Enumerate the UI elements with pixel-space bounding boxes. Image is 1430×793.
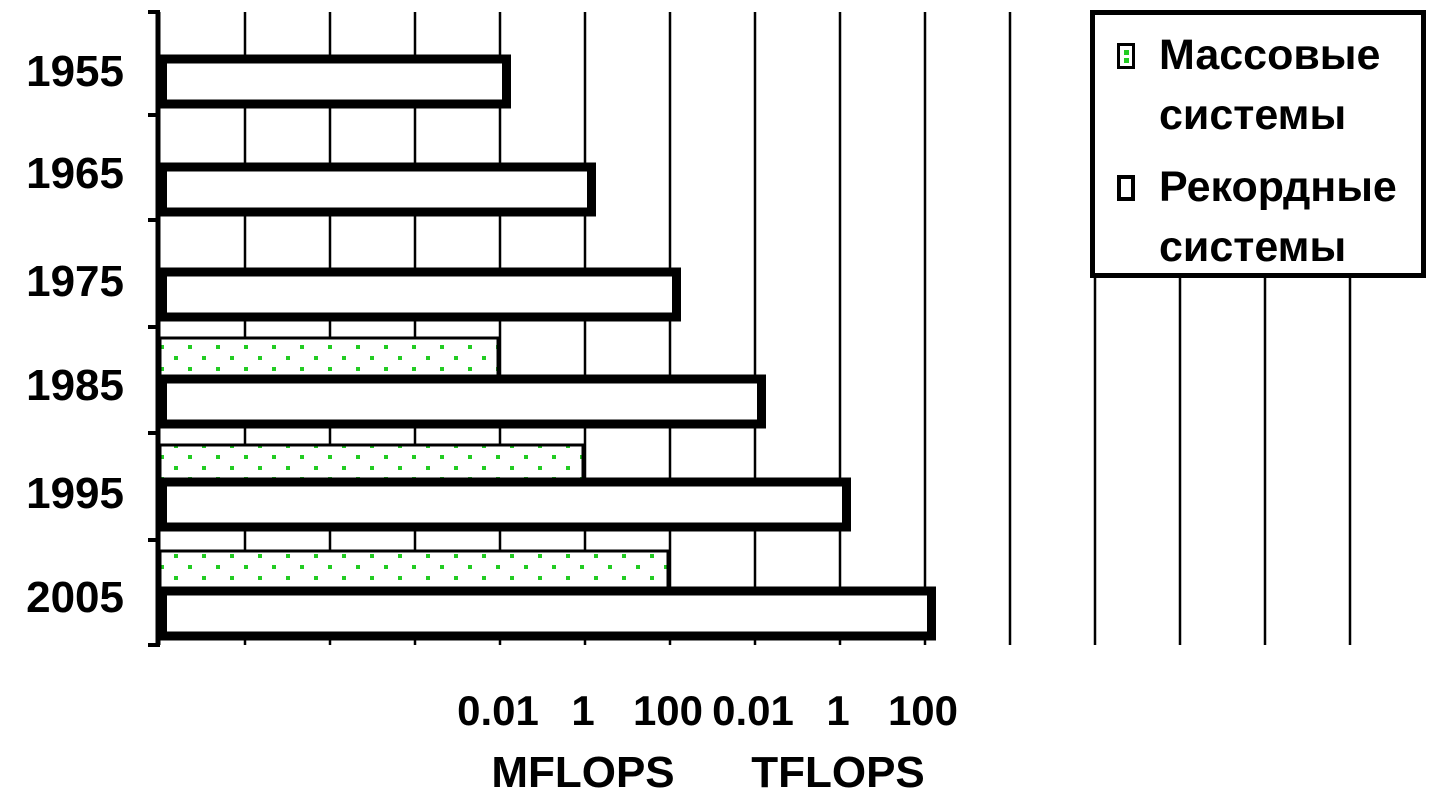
legend-label-mass-1: Массовые [1159,31,1381,79]
tick-label: 0.01 [712,687,794,734]
bar-mass-2005 [158,549,670,595]
category-label: 1975 [26,257,124,306]
bar-record-1965 [158,162,596,217]
bar-record-1975 [158,267,681,322]
legend: Массовые системы Рекордные системы [1090,10,1426,278]
unit-label: TFLOPS [751,748,925,793]
y-axis [148,10,161,647]
unit-label: MFLOPS [491,748,674,793]
tick-label: 1 [571,687,594,734]
tick-labels: 0.01 1 100 0.01 1 100 [457,687,958,734]
tick-label: 1 [826,687,849,734]
legend-swatch-mass [1117,43,1135,69]
legend-swatch-record [1117,175,1135,201]
tick-label: 100 [888,687,958,734]
category-labels: 1955 1965 1975 1985 1995 2005 [26,47,124,622]
legend-label-record-2: системы [1159,223,1347,271]
unit-labels: MFLOPS TFLOPS [491,748,924,793]
bar-record-1995 [158,477,851,532]
legend-label-mass-2: системы [1159,91,1347,139]
legend-label-record-1: Рекордные [1159,163,1397,211]
bar-record-1955 [158,54,511,109]
category-label: 2005 [26,573,124,622]
category-label: 1965 [26,149,124,198]
tick-label: 0.01 [457,687,539,734]
tick-label: 100 [633,687,703,734]
bar-record-1985 [158,374,766,429]
bars [158,54,936,641]
category-label: 1985 [26,361,124,410]
category-label: 1955 [26,47,124,96]
category-label: 1995 [26,469,124,518]
bar-mass-1985 [158,336,500,382]
bar-record-2005 [158,586,936,641]
